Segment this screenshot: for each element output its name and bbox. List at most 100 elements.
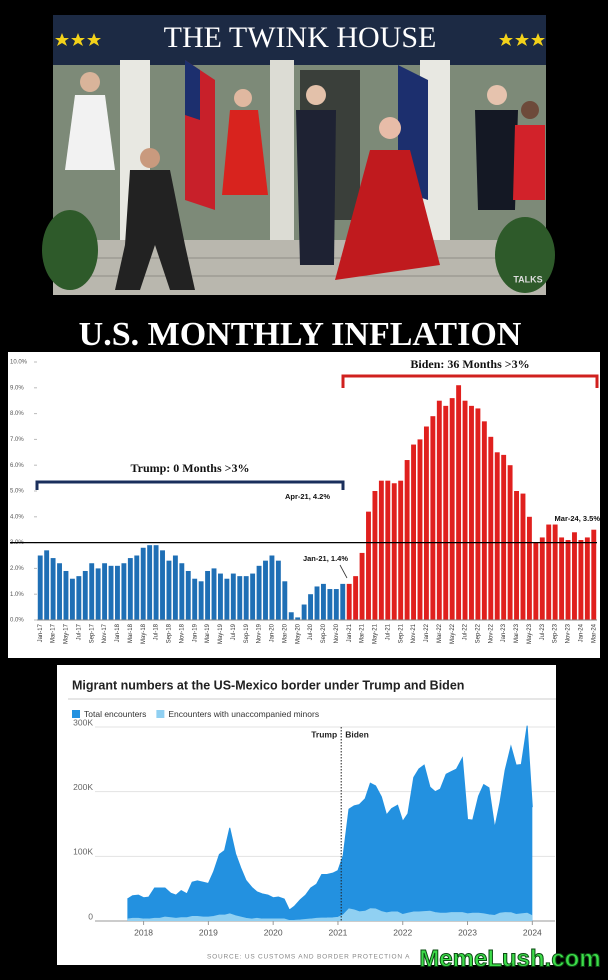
bar — [494, 452, 500, 620]
y-tick-label: 2.0% — [10, 566, 24, 572]
bar — [224, 578, 230, 620]
x-tick-label: Nov-23 — [566, 623, 572, 643]
bar — [346, 583, 352, 620]
y-tick-label: 4.0% — [10, 514, 24, 520]
person — [296, 110, 336, 265]
bar — [565, 540, 571, 620]
x-tick-label: Jan-17 — [38, 623, 44, 642]
person — [487, 85, 507, 105]
bar — [108, 565, 114, 620]
y-tick-label: 200K — [73, 782, 93, 792]
bar — [172, 555, 178, 620]
bar — [398, 480, 404, 620]
bar — [295, 617, 301, 620]
bar — [526, 516, 532, 620]
bar — [37, 555, 43, 620]
bar — [501, 454, 507, 620]
bar — [584, 537, 590, 620]
bar — [578, 540, 584, 620]
x-tick-label: Jan-20 — [270, 623, 276, 642]
x-tick-label: 2021 — [328, 927, 347, 937]
annotation: Apr-21, 4.2% — [285, 492, 330, 501]
area-edge — [127, 908, 533, 922]
bar — [95, 568, 101, 620]
bar — [430, 416, 436, 620]
bar — [282, 581, 288, 620]
annotation: Mar-24, 3.5% — [555, 514, 601, 523]
x-tick-label: Mar-24 — [591, 623, 597, 643]
bar — [288, 612, 294, 620]
bar — [462, 400, 468, 620]
x-tick-label: Jan-22 — [424, 623, 430, 642]
bar — [385, 480, 391, 620]
person — [115, 170, 195, 290]
bar — [263, 560, 268, 620]
x-tick-label: 2024 — [523, 927, 542, 937]
bar — [423, 426, 429, 620]
bar — [488, 436, 494, 620]
bar — [366, 511, 371, 620]
x-tick-label: Sep-22 — [475, 623, 481, 643]
x-tick-label: Jan-23 — [501, 623, 507, 642]
x-tick-label: 2022 — [393, 927, 412, 937]
bar — [211, 568, 217, 620]
bar — [572, 532, 577, 620]
bar — [533, 542, 539, 620]
stars — [55, 33, 545, 46]
person — [80, 72, 100, 92]
x-tick-label: 2023 — [458, 927, 477, 937]
x-tick-label: Nov-17 — [102, 623, 108, 643]
trump-bracket — [35, 480, 345, 490]
x-tick-label: Jul-23 — [540, 623, 546, 640]
bar — [275, 560, 281, 620]
bar — [218, 573, 223, 620]
x-tick-label: Jul-20 — [308, 623, 314, 640]
bar — [269, 555, 275, 620]
bar — [121, 563, 127, 620]
title-band — [53, 15, 546, 65]
person — [234, 89, 252, 107]
bar — [552, 524, 558, 620]
bar — [404, 460, 410, 620]
x-tick-label: Sep-23 — [553, 623, 559, 643]
x-tick-label: Jan-19 — [192, 623, 198, 642]
x-tick-label: Mar-20 — [282, 623, 288, 643]
person — [222, 110, 268, 195]
person — [513, 125, 545, 200]
photo-title: THE TWINK HOUSE — [164, 21, 437, 54]
person — [521, 101, 539, 119]
bar — [481, 421, 487, 620]
inflation-chart: 0.0%1.0%2.0%3.0%4.0%5.0%6.0%7.0%8.0%9.0%… — [10, 357, 600, 644]
y-tick-label: 1.0% — [10, 592, 24, 598]
bar — [127, 558, 133, 620]
bar — [372, 491, 378, 620]
x-tick-label: Jul-18 — [154, 623, 160, 640]
bar — [243, 576, 249, 620]
y-tick-label: 9.0% — [10, 385, 24, 391]
x-tick-label: Sep-19 — [244, 623, 250, 643]
bar — [301, 604, 307, 620]
y-tick-label: 0.0% — [10, 618, 24, 624]
bar — [76, 576, 82, 620]
x-tick-label: Sep-21 — [398, 623, 404, 643]
bar — [237, 576, 243, 620]
flag-canton — [185, 60, 200, 120]
bar — [340, 583, 346, 620]
chart-title: Migrant numbers at the US-Mexico border … — [72, 678, 464, 692]
bar — [250, 573, 256, 620]
headline: U.S. MONTHLY INFLATION — [79, 316, 522, 353]
bar — [205, 570, 211, 620]
person — [306, 85, 326, 105]
bush — [42, 210, 98, 290]
bar — [44, 550, 50, 620]
x-tick-label: Sep-20 — [321, 623, 327, 643]
bar — [391, 483, 397, 620]
bar — [469, 405, 474, 620]
area-edge — [127, 725, 533, 911]
bar — [256, 565, 262, 620]
bar — [546, 524, 552, 620]
x-tick-label: Nov-19 — [257, 623, 263, 643]
bar — [198, 581, 204, 620]
bar — [153, 545, 159, 620]
